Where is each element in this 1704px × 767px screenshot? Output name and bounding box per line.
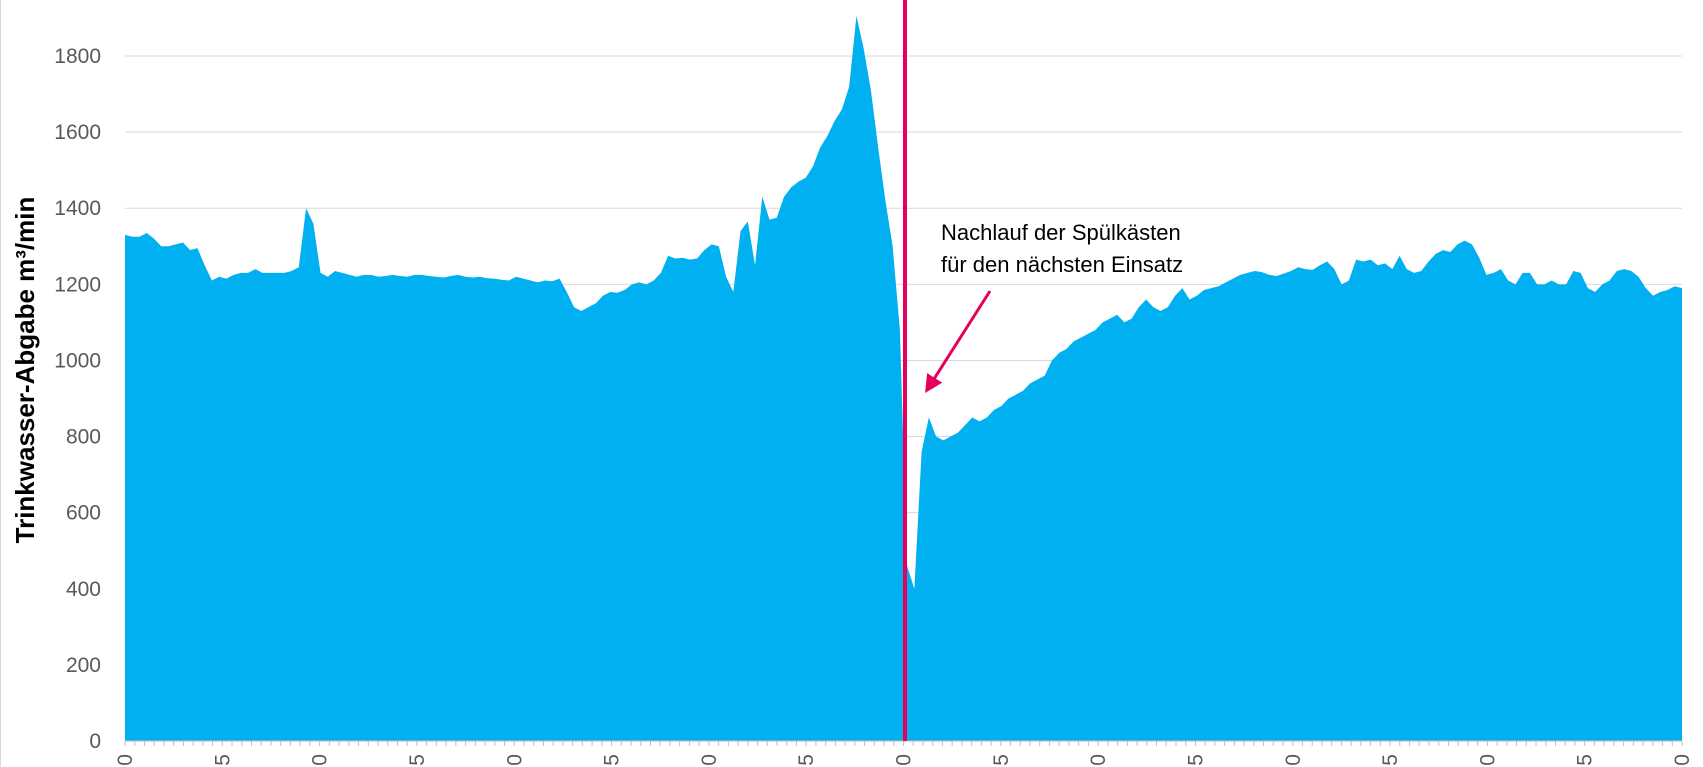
y-tick-label-200: 200: [66, 654, 101, 677]
x-tick-label: 0: [893, 754, 916, 766]
x-tick-label: 5: [1184, 754, 1207, 766]
x-tick-label: 0: [698, 754, 721, 766]
y-tick-label-1000: 1000: [54, 349, 101, 372]
y-tick-label-1200: 1200: [54, 273, 101, 296]
y-axis-label: Trinkwasser-Abgabe m³/min: [10, 197, 40, 544]
y-tick-label-1800: 1800: [54, 45, 101, 68]
annotation-line-1: Nachlauf der Spülkästen: [941, 220, 1181, 245]
y-tick-label-800: 800: [66, 426, 101, 449]
x-tick-label: 0: [1476, 754, 1499, 766]
x-axis: 0 5 0 5 0 5 0 5 0 5 0 5 0 5 0 5 0: [114, 740, 1694, 766]
y-tick-label-400: 400: [66, 578, 101, 601]
annotation-arrow: [925, 290, 992, 394]
annotation: Nachlauf der Spülkästen für den nächsten…: [925, 220, 1183, 394]
x-tick-label: 0: [1282, 754, 1305, 766]
area-series: [125, 16, 1682, 742]
y-tick-label-0: 0: [89, 730, 101, 753]
x-tick-label: 5: [211, 754, 234, 766]
x-tick-label: 0: [503, 754, 526, 766]
x-tick-label: 5: [1574, 754, 1597, 766]
x-tick-label: 5: [795, 754, 818, 766]
x-tick-label: 0: [309, 754, 332, 766]
x-tick-label: 5: [601, 754, 624, 766]
x-tick-label: 5: [1379, 754, 1402, 766]
x-tick-label: 0: [1671, 754, 1694, 766]
x-tick-label: 0: [114, 754, 137, 766]
x-tick-label: 5: [406, 754, 429, 766]
y-axis-ticks: 0 200 400 600 800 1000 1200 1400 1600 1800: [54, 45, 101, 753]
x-tick-label: 5: [990, 754, 1013, 766]
y-tick-label-1400: 1400: [54, 197, 101, 220]
annotation-line-2: für den nächsten Einsatz: [941, 252, 1183, 277]
x-tick-label: 0: [1087, 754, 1110, 766]
series-area: [125, 16, 1682, 742]
y-tick-label-1600: 1600: [54, 121, 101, 144]
y-tick-label-600: 600: [66, 502, 101, 525]
chart-frame-left: [0, 0, 1, 767]
